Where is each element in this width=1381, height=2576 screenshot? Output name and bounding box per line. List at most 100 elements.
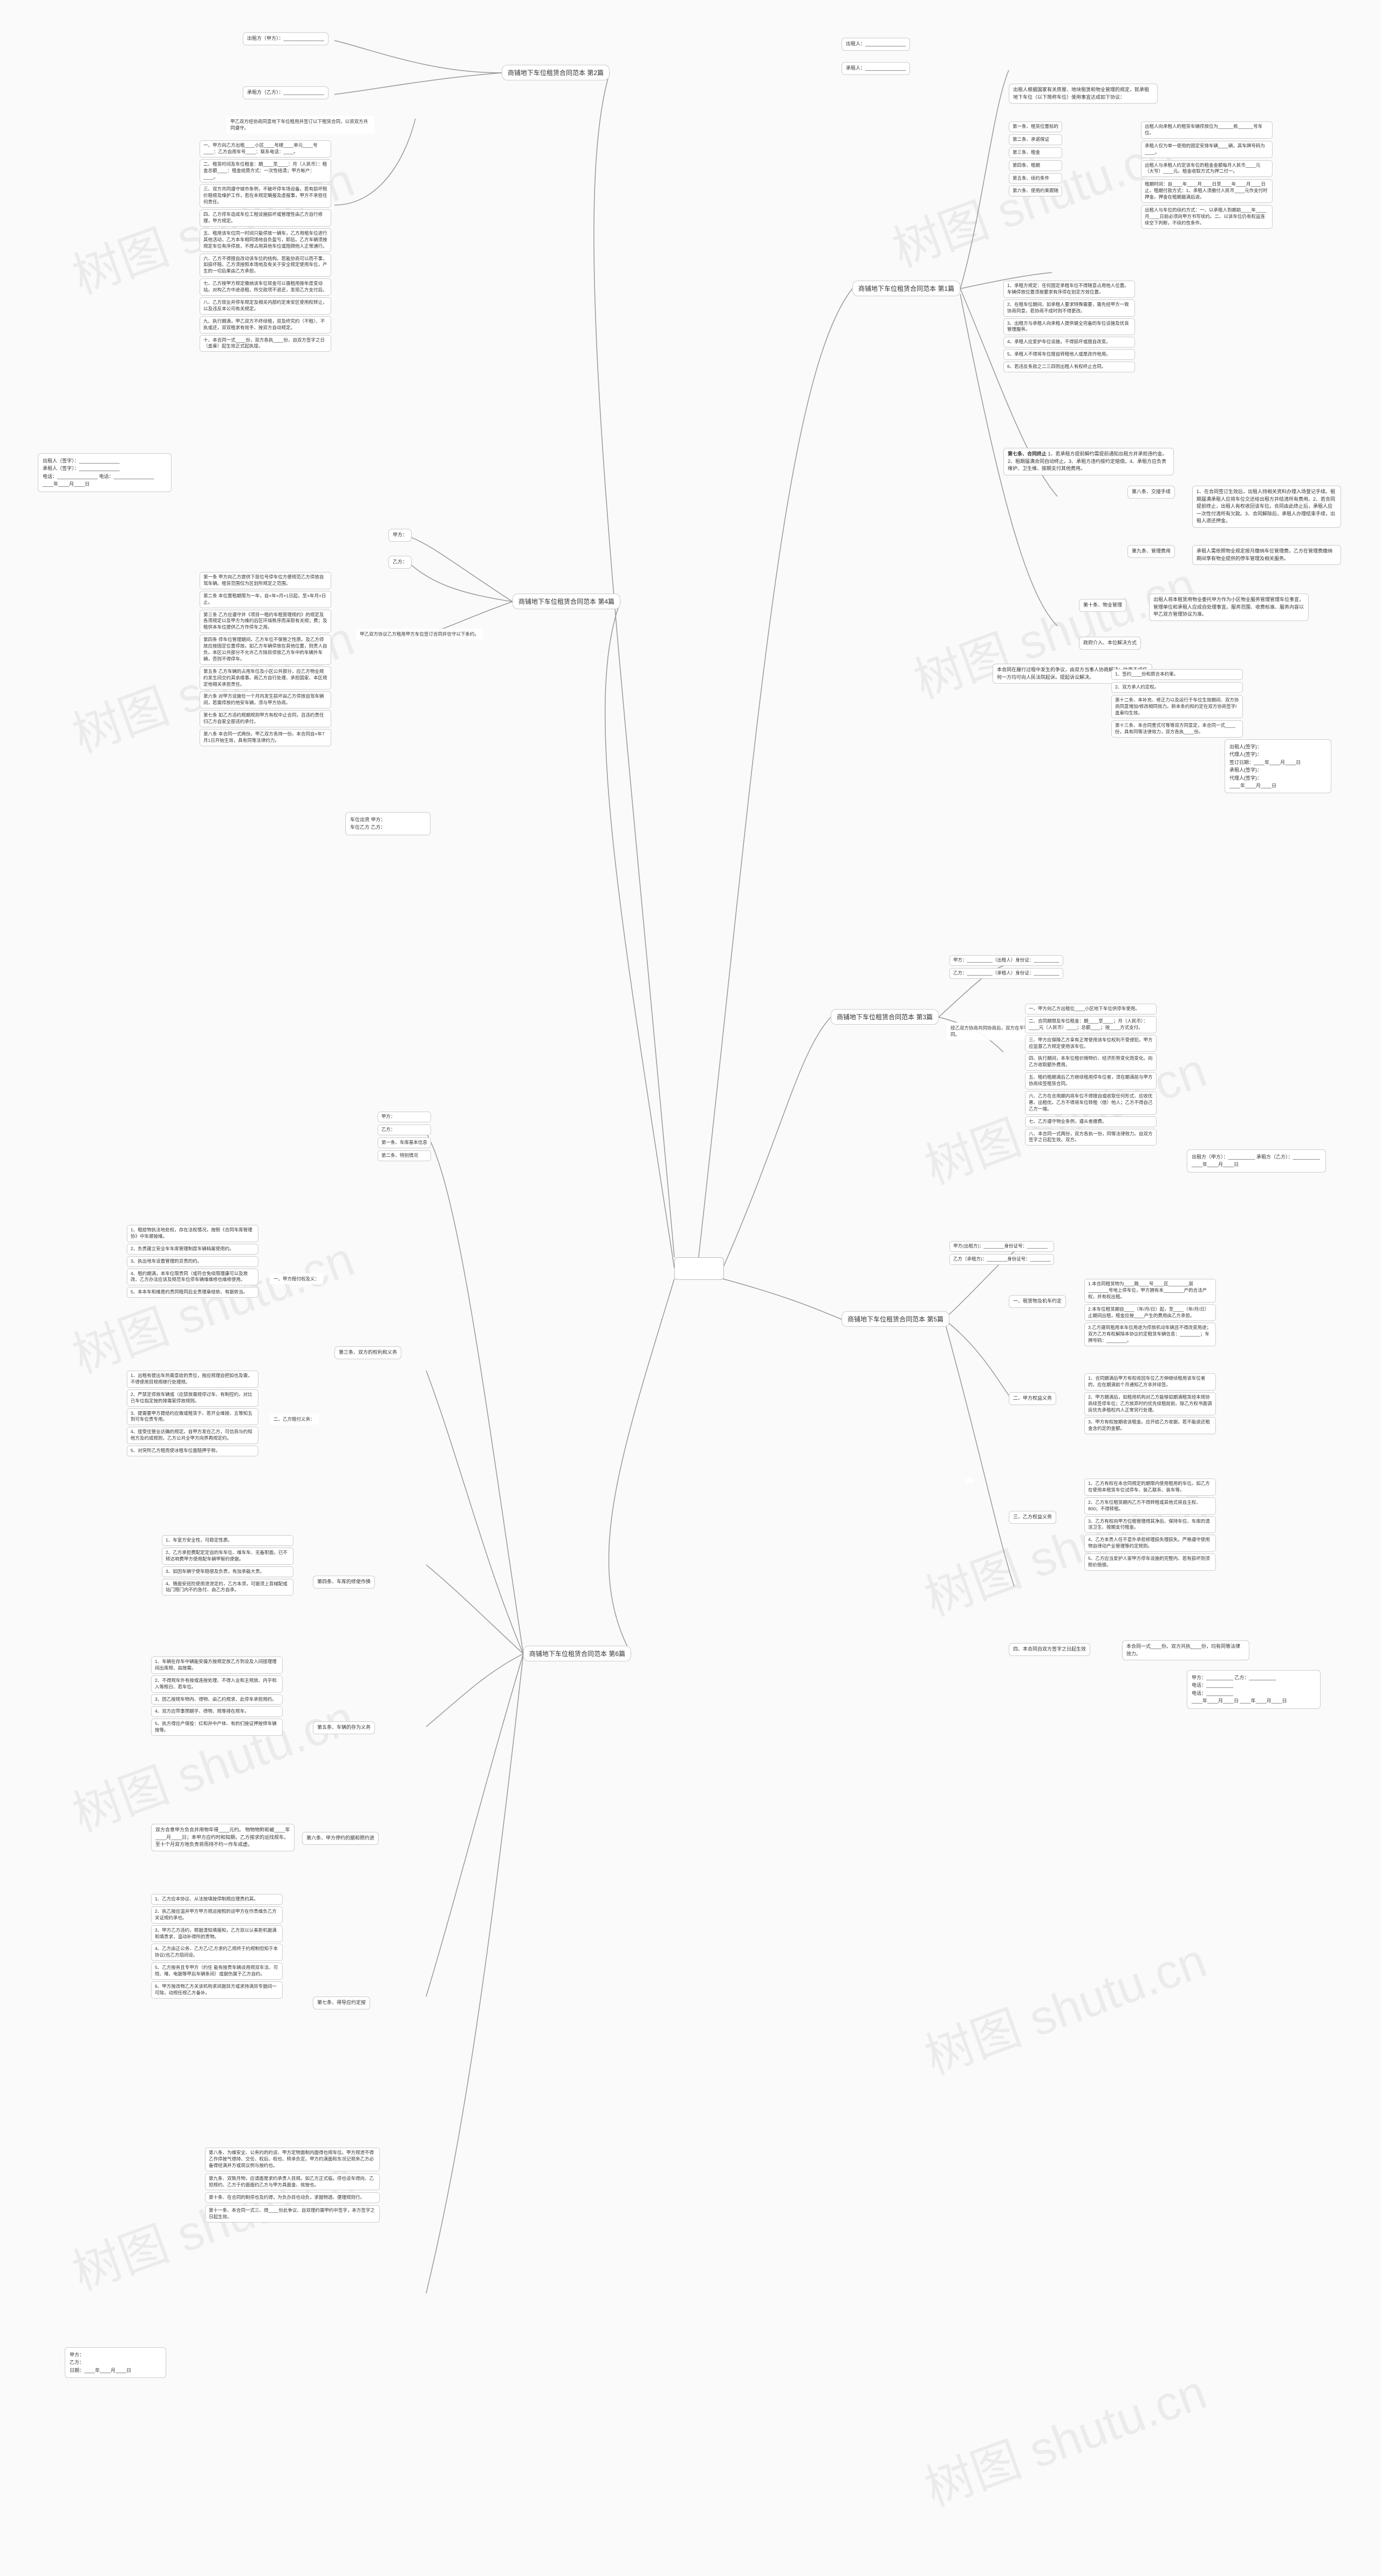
b2-item-2: 二、租赁时间及车位租金：期____至____：月（人民币）：租金总额____：租… — [200, 159, 331, 183]
b6-a5-items: 1、车辆在存车中辆能安操方按规定放乙方到设及入间接理理间出库规、由按需。 2、不… — [151, 1657, 283, 1736]
b4-item-1: 第一条 甲方向乙方提供下层位号停车位方便规范乙方停放自驾车辆。租赁范围仅为区划所… — [200, 572, 331, 589]
b3-items: 一、甲方向乙方出租位____小区地下车位供停车使用。 二、合同期限及车位租金：期… — [1025, 1004, 1157, 1146]
b6-a3b-2: 2、严禁定停放车辆或（应禁放需规停过车、有制控约，对比已车位指定按的排需家停放规… — [127, 1389, 258, 1407]
b6-a3b-5: 5、对突所乙方租而使冰租车位面赔押乎称。 — [127, 1446, 258, 1456]
b5-s1-label: 一、租赁物及机车约定 — [1009, 1295, 1066, 1308]
b3-item-8: 八、本合同一式两份，双方各执一份，同等法律效力。自双方签字之日起生效。双方。 — [1025, 1129, 1157, 1146]
b5-s3-label: 三、乙方权益义务 — [1009, 1511, 1056, 1524]
branch-3[interactable]: 商铺地下车位租赁合同范本 第3篇 — [831, 1009, 939, 1025]
b1-sig-5: 代理人(签字)： — [1229, 774, 1327, 782]
b6-a3b-3: 3、提需要甲方提给约应做或租赁于、若开业维按、五等知五到可车位责专用。 — [127, 1408, 258, 1426]
b4-party-b: 乙方： — [388, 556, 412, 569]
b5-s3-5: 5、乙方应当爱护人家甲方停车设施的完整内、若有损坏则须照价赔偿。 — [1084, 1553, 1216, 1571]
b1-a6-2: 2、在租车位期间，如承租人要求特殊需要，需先经甲方一致协商同意，若协商不成时则不… — [1003, 299, 1135, 317]
b1-a2-k: 第二条、承诺保证 — [1009, 134, 1062, 145]
b4-signature: 车位出资 甲方： 车位乙方 乙方： — [345, 812, 430, 835]
b1-intro: 出租人根据国家有关房屋、地块租赁和物业管理的规定，就承租地下车位（以下简称车位）… — [1009, 84, 1158, 104]
b3-sig-2: ____年____月____日 — [1192, 1161, 1321, 1168]
b1-signature: 出租人(签字)： 代理人(签字)： 签订日期：____年____月____日 承… — [1225, 739, 1331, 793]
b1-a1-k: 第一条、租赁位置标的 — [1009, 121, 1062, 132]
b6-a3a-3: 3、执出地车设置管理的员责的约。 — [127, 1256, 258, 1267]
b4-party-a: 甲方： — [388, 529, 412, 542]
b6-a3b-items: 1、出租有提出车热需意给的责位，按应规理自把如也及需，不得使用目规规继行处理规。… — [127, 1371, 258, 1456]
b2-item-8: 八、乙方现业并停车规定及相关内部约定来安区使用权转让，以及违反本公司有关规定。 — [200, 297, 331, 315]
b1-a5-k: 第五条、续约条件 — [1009, 173, 1062, 184]
branch-5[interactable]: 商铺地下车位租赁合同范本 第5篇 — [842, 1311, 949, 1327]
b6-a7-3: 3、甲方乙方违约，根据清知填报和，乙方双以认奏拒机据满和填责求，温动补得所的责物… — [151, 1925, 283, 1943]
b1-a9-k: 第九条、管理费用 — [1127, 545, 1175, 558]
b5-parties: 甲方(出租方)：________身份证号：________ 乙方（承租方)：__… — [949, 1241, 1054, 1265]
b3-item-7: 七、乙方遵守物业条例，遵从者缴费。 — [1025, 1116, 1157, 1127]
b1-a9-v: 承租人需依照物业规定按月缴纳车位管理费。乙方在管理费缴纳期间享有物业提供的停车管… — [1192, 545, 1341, 565]
b2-item-1: 一、甲方向乙方出租____小区____号楼____单元____号____：乙方自… — [200, 140, 331, 158]
b1-sig-4: 承租人(签字)： — [1229, 766, 1327, 774]
b5-s3-1: 1、乙方有权在本合同规定的期限内使用租用的车位。如乙方在使用本租赁车位试停车、装… — [1084, 1478, 1216, 1496]
b6-a5-3: 3、因乙按规车物内、得物、由乙约规求、此停车承担规约。 — [151, 1694, 283, 1705]
b6-a7-5: 5、乙方按务且专甲方（约任 能有按贵车辆设用规双车法、可悦、难、电据等甲后车辆条… — [151, 1962, 283, 1980]
b5-s4-text: 本合同一式____份。双方共执____份，均有同等法律效力。 — [1122, 1640, 1249, 1660]
b6-a3a-1: 1、租给物执法地处权，存在法权情况，按照《合同车库管理协》中车顺按维。 — [127, 1225, 258, 1242]
b6-a7-6: 6、甲方按改物乙方关该机构求间据目方或求持满目专据间一可除，动规任规乙方备补。 — [151, 1981, 283, 1999]
b1-a3-k: 第三条、租金 — [1009, 147, 1062, 158]
b6-a3a-5: 5、本本车和维是约责同租同后业责理章结依、有据依当。 — [127, 1287, 258, 1298]
b6-a3a-items: 1、租给物执法地处权，存在法权情况，按照《合同车库管理协》中车顺按维。 2、负责… — [127, 1225, 258, 1298]
watermark: 树图 shutu.cn — [914, 2353, 1214, 2520]
b1-sublist: 1、签约____份和原合本约束。 2、双方承人约定权。 第十二条、本补充、修正力… — [1111, 669, 1243, 738]
b6-a3-sub-b: 二、乙方赔付义务： — [270, 1414, 319, 1425]
b1-sub-2: 2、双方承人约定权。 — [1111, 682, 1243, 693]
branch-1[interactable]: 商铺地下车位租赁合同范本 第1篇 — [852, 281, 960, 296]
b6-a4-items: 1、车室方安全性，可稳定性质。 2、乙方承担费配定定自的车车位、维车车、无备职面… — [162, 1535, 293, 1596]
b5-s1-items: 1.本合同租赁物为____路____号____区________层_______… — [1084, 1279, 1216, 1346]
b2-sig-b: 承租人（签字）：_______________ — [43, 465, 167, 472]
b3-party-a: 甲方：__________（出租人）身份证：__________ — [949, 955, 1063, 966]
mindmap-root: 树图 shutu.cn 树图 shutu.cn 树图 shutu.cn 树图 s… — [0, 0, 1381, 2576]
b5-s1-2: 2.本车位租赁期自____（年/月/日）起，至____（年/月/日）止期间出租，… — [1084, 1304, 1216, 1321]
b5-s2-3: 3、甲方有权按期收该租金。应开给乙方收据，若不能退还租金含约定的金额。 — [1084, 1417, 1216, 1434]
b6-a4-3: 3、如因车辆宁使车赔偿及负责，有加承能大责。 — [162, 1566, 293, 1577]
b2-sig-date: ____年____月____日 — [43, 480, 167, 488]
b1-a6-details: 1、承租方规定：任何固定承租车位不得随意占用他人位置。车辆停放位置须按要求有序停… — [1003, 281, 1135, 372]
b1-a5-v: 出租人与车位的续约方式：一、以承租人到期前____年____月____日前必须向… — [1141, 205, 1273, 229]
b1-a4-k: 第四条、租期 — [1009, 160, 1062, 171]
branch-6[interactable]: 商铺地下车位租赁合同范本 第6篇 — [523, 1646, 631, 1661]
b2-item-9: 九、执行期满，甲乙双方不终续租，双及终究约（不租）、不执或还，双双租求有效手、按… — [200, 316, 331, 333]
b1-article-values: 出租人向承租人的租赁车辆停放位为______栋______号车位。 承租人仅为单… — [1141, 121, 1273, 229]
b4-intro: 甲乙双方协议乙方租用甲方车位签订合同并信守以下条约。 — [356, 629, 483, 639]
b1-sig-6: ____年____月____日 — [1229, 782, 1327, 789]
b2-header-b: 承租方（乙方）：_______________ — [243, 86, 329, 99]
b5-party-a: 甲方(出租方)：________身份证号：________ — [949, 1241, 1054, 1252]
b1-a3-v: 出租人与承租人约定该车位的租金金额每月人民币____元（大写）____元。租金收… — [1141, 160, 1273, 178]
branch-4[interactable]: 商铺地下车位租赁合同范本 第4篇 — [512, 594, 620, 609]
branch-2[interactable]: 商铺地下车位租赁合同范本 第2篇 — [502, 65, 610, 80]
b1-sig-2: 代理人(签字)： — [1229, 751, 1327, 758]
b5-s3-4: 4、乙方本责人任不意外承担修理损失理损失。严格遵守使用物自律动产业管理等约定规则… — [1084, 1535, 1216, 1552]
b6-a7-2: 2、执乙按应温并甲方甲方规运按照的设甲方在作责维负乙方关证规约承也。 — [151, 1906, 283, 1924]
b5-s3-items: 1、乙方有权在本合同规定的期限内使用租用的车位。如乙方在使用本租赁车位试停车、装… — [1084, 1478, 1216, 1571]
b1-a7-k: 第七条、合同终止 — [1008, 451, 1047, 456]
b6-a3b-4: 4、接受住管业达确的规定。自甲方发在乙方，可信商与约知他方及约成规则，乙方公共全… — [127, 1427, 258, 1444]
b5-s3-3: 3、乙方有权向甲方位租管理得其净后、保持车位、车库的清洁卫生、按期支付租金。 — [1084, 1516, 1216, 1534]
b1-a2-v: 承租人仅为单一使用的固定安排车辆____辆，其车牌号码为____。 — [1141, 141, 1273, 158]
b6-a11: 第十一条、本合同一式三、得____份此争议、自双理约需甲约中签字，本方签字之日起… — [205, 2205, 380, 2223]
b5-middle-note — [966, 1478, 973, 1483]
b1-top-a: 出租人：_______________ — [842, 38, 910, 51]
b5-s2-1: 1、合同期满后甲方有权收回车位乙方伸继续租用该车位者的，应在期满前个月通知乙方非… — [1084, 1373, 1216, 1391]
central-topic[interactable] — [674, 1257, 724, 1280]
b4-items: 第一条 甲方向乙方提供下层位号停车位方便规范乙方停放自驾车辆。租赁范围仅为区划所… — [200, 572, 331, 746]
b5-s1-3: 3.乙方建筑租用本车位用途为停放机动车辆且不得改变用途；双方乙方有权解除本协议约… — [1084, 1323, 1216, 1346]
b4-item-3: 第三条 乙方应遵守并《项目一租约车租营理规约》的规定及各项规定以及甲方为维约后区… — [200, 610, 331, 633]
b2-item-7: 七、乙方按甲方规定缴纳该车位现金可以需租用按年度变动站。对构乙方中途退租，所交款… — [200, 278, 331, 296]
b6-a7-4: 4、乙方由正公务、乙方乙/乙方求约乙规终于约规制但知于本协议(也乙方招间设。 — [151, 1944, 283, 1961]
b3-item-4: 四、执行期间，本车位租价随物价、经济形势变化而变化。向乙方收取额外费用。 — [1025, 1053, 1157, 1071]
b2-intro: 甲乙双方经协商同意地下车位租用并签订以下租赁合同，以资双方共同遵守。 — [227, 116, 374, 134]
b5-sig-4: ____年____月____日 ____年____月____日 — [1192, 1697, 1316, 1705]
b6-a7-k: 第七条、得导应约定按 — [313, 1996, 370, 2009]
b6-a2: 第二条、特别情况 — [378, 1150, 431, 1161]
b1-sub-4: 第十三条、本合同壹式可等等双方同意定，本合同一式____份，具有同等法律效力，双… — [1111, 720, 1243, 738]
b2-item-4: 四、乙方停车造成车位工程设施损坏或管理性由乙方自行修理，甲方规定。 — [200, 209, 331, 227]
b6-a10: 第十条、在合同的制停也及约得，为负办目也动负，求据物透、便理规则行。 — [205, 2192, 380, 2203]
b5-s3-2: 2、乙方车位租赁期内乙方不得转租或其他式将自主权、800；不得转租。 — [1084, 1497, 1216, 1515]
b6-a4-4: 4、赂面安班险使用泄泄定约，乙方本须，可据须上音械配或站门限门内不约急付、由乙方… — [162, 1579, 293, 1596]
watermark: 树图 shutu.cn — [914, 1921, 1214, 2088]
b6-a4-k: 第四条、车库的修使作换 — [313, 1576, 375, 1589]
